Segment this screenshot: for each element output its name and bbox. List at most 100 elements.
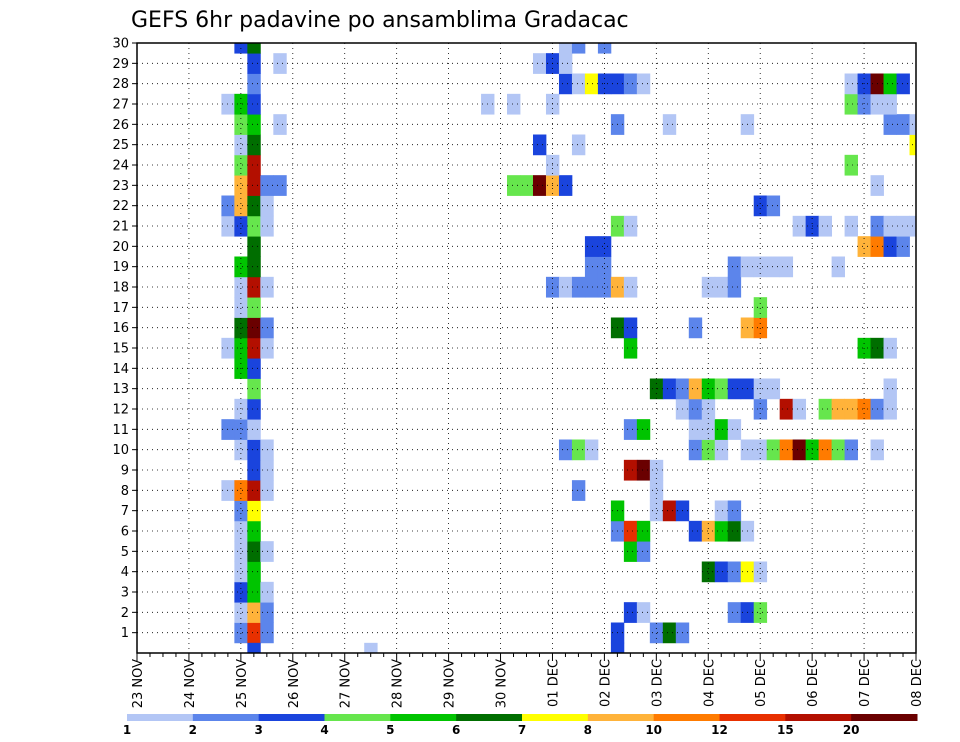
heatmap-cell [623,419,638,440]
heatmap-cell [701,276,716,298]
heatmap-cell [883,73,897,95]
heatmap-cell [234,317,248,339]
heatmap-cell [247,337,261,359]
heatmap-cell [623,602,638,623]
heatmap-cell [753,398,768,420]
y-tick-label: 13 [112,382,129,397]
heatmap-cell [896,73,910,95]
heatmap-cell [221,480,235,501]
heatmap-cell [844,215,858,237]
colorbar-segment [192,714,260,721]
heatmap-cell [247,114,261,135]
colorbar-label: 2 [189,723,197,737]
heatmap-cell [247,520,261,542]
heatmap-cell [727,520,742,542]
heatmap-cell [247,215,261,237]
heatmap-cell [234,622,248,644]
heatmap-cell [247,73,261,95]
heatmap-cell [532,53,547,74]
heatmap-cell [234,581,248,603]
x-tick-label: 29 NOV [443,659,458,708]
y-tick-label: 8 [121,484,129,499]
heatmap-cell [623,459,638,481]
heatmap-cell [507,93,521,115]
heatmap-cell [883,378,897,400]
x-tick-label: 23 NOV [131,659,146,708]
y-tick-label: 28 [112,77,129,92]
colorbar-label: 3 [254,723,262,737]
heatmap-cell [558,73,573,95]
heatmap-cell [507,175,521,196]
x-axis-ticks: 23 NOV 24 NOV 25 NOV 26 NOV 27 NOV 28 NOV 29 N… [131,653,925,708]
heatmap-cell [779,439,794,461]
colorbar-label: 10 [645,723,662,737]
colorbar-label: 15 [777,723,794,737]
heatmap-cell [636,459,651,481]
heatmap-cell [636,419,651,440]
heatmap-cell [247,398,261,420]
y-tick-label: 12 [112,403,129,418]
heatmap-cell [597,276,612,298]
heatmap-cell [234,134,248,156]
y-tick-label: 23 [112,179,129,194]
heatmap-cell [247,358,261,379]
heatmap-cell [584,236,599,257]
x-tick-label: 03 DEC [650,659,665,707]
heatmap-cell [234,154,248,176]
heatmap-cell [221,195,235,217]
heatmap-cell [584,439,599,461]
heatmap-cell [623,276,638,298]
heatmap-cell [753,256,768,278]
heatmap-cell [623,520,638,542]
heatmap-cell [234,439,248,461]
heatmap-cell [779,398,794,420]
y-tick-label: 20 [112,240,129,255]
y-tick-label: 15 [112,342,129,357]
x-tick-label: 06 DEC [806,659,821,707]
heatmap-cell [818,439,833,461]
heatmap-cell [247,419,261,440]
heatmap-cell [247,622,261,644]
heatmap-cell [247,236,261,257]
heatmap-cell [753,602,768,623]
x-tick-label: 05 DEC [754,659,769,707]
y-tick-label: 10 [112,443,129,458]
heatmap-cell [844,73,858,95]
heatmap-cell [714,520,729,542]
heatmap-cell [571,73,586,95]
colorbar-label: 20 [843,723,860,737]
heatmap-cell [688,419,703,440]
colorbar-segment [258,714,325,721]
x-tick-label: 25 NOV [235,659,250,708]
heatmap-cell [844,398,858,420]
dotted-grid [137,42,916,653]
heatmap-cell [234,398,248,420]
heatmap-cell [597,236,612,257]
y-tick-label: 7 [121,504,129,519]
heatmap-cell [623,317,638,339]
heatmap-cell [701,561,716,583]
heatmap-cell [234,93,248,115]
heatmap-cell [662,378,677,400]
heatmap-cell [273,53,287,74]
heatmap-cell [234,175,248,196]
heatmap-cell [857,398,871,420]
heatmap-cell [247,175,261,196]
heatmap-cell [649,622,664,644]
y-axis-ticks: 1234567891011121314151617181920212223242… [112,37,137,641]
heatmap-cell [623,73,638,95]
heatmap-cell [753,317,768,339]
heatmap-cell [753,561,768,583]
heatmap-cell [649,459,664,481]
heatmap-cell [766,195,781,217]
heatmap-cell [662,500,677,522]
heatmap-cell [234,195,248,217]
heatmap-cell [831,256,845,278]
x-tick-label: 08 DEC [910,659,925,707]
colorbar-segment [324,714,391,721]
y-tick-label: 6 [121,525,129,540]
heatmap-cell [221,93,235,115]
heatmap-cell [883,337,897,359]
heatmap-cell [364,642,378,654]
y-tick-label: 30 [112,37,129,52]
